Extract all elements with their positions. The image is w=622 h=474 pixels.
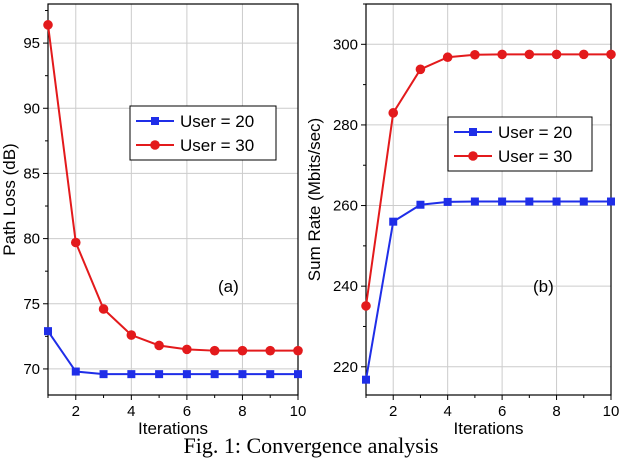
data-point (524, 49, 535, 60)
data-point (127, 370, 136, 379)
data-point (44, 327, 52, 336)
data-point (579, 197, 588, 206)
series-user-30 (361, 49, 616, 311)
plot-frame (365, 3, 612, 396)
data-point (415, 64, 426, 75)
y-tick-label: 300 (333, 36, 358, 53)
panel-label: (a) (218, 277, 239, 296)
legend-box (447, 116, 593, 172)
panel-label: (b) (533, 277, 554, 296)
data-point (416, 200, 425, 209)
series-line (47, 24, 298, 352)
x-tick-label: 8 (552, 403, 560, 420)
y-axis-title: Sum Rate (Mbits/sec) (305, 118, 324, 281)
data-point (552, 197, 561, 206)
x-tick-label: 2 (389, 403, 397, 420)
series-user-20 (362, 197, 615, 384)
data-point (389, 217, 398, 226)
x-tick-label: 10 (603, 403, 620, 420)
data-point (497, 49, 507, 60)
data-point (525, 197, 534, 206)
x-axis-title: Iterations (454, 419, 524, 438)
data-point (265, 345, 276, 356)
y-tick-label: 75 (23, 296, 40, 313)
x-tick-label: 8 (238, 403, 246, 420)
data-point (498, 197, 507, 206)
data-point (266, 370, 275, 379)
data-point (578, 49, 589, 60)
data-point (294, 370, 302, 379)
data-point (210, 370, 219, 379)
data-point (126, 330, 137, 340)
data-point (70, 237, 81, 248)
series-line (365, 200, 611, 380)
data-point (155, 370, 164, 379)
data-point (99, 370, 108, 379)
legend-label: User = 20 (498, 123, 572, 142)
data-point (43, 20, 53, 30)
legend-marker (469, 128, 477, 136)
data-point (209, 345, 220, 356)
series-line (47, 330, 298, 376)
y-tick-label: 90 (23, 100, 40, 117)
data-point (606, 49, 616, 60)
x-axis-title: Iterations (138, 419, 208, 438)
data-point (182, 370, 191, 379)
legend-label: User = 30 (180, 136, 254, 155)
data-point (442, 52, 453, 63)
data-point (362, 375, 370, 384)
y-tick-label: 260 (333, 198, 358, 215)
legend-marker (151, 117, 159, 125)
data-point (607, 197, 615, 206)
data-point (182, 344, 192, 355)
legend-box (129, 105, 277, 161)
data-point (293, 345, 303, 356)
y-tick-label: 240 (333, 278, 358, 295)
legend-label: User = 30 (498, 147, 572, 166)
x-tick-label: 4 (443, 403, 451, 420)
data-point (238, 370, 247, 379)
y-tick-label: 80 (23, 231, 40, 248)
data-point (71, 367, 80, 376)
legend-marker (150, 140, 160, 150)
data-point (443, 197, 452, 206)
series-user-30 (43, 20, 303, 356)
x-tick-label: 2 (72, 403, 80, 420)
legend-marker (468, 151, 478, 161)
data-point (361, 301, 371, 311)
y-axis-title: Path Loss (dB) (0, 143, 19, 255)
legend: User = 20 User = 30 (447, 116, 593, 172)
data-point (470, 49, 480, 60)
y-tick-label: 70 (23, 361, 40, 378)
data-point (98, 304, 109, 314)
data-point (388, 108, 399, 118)
y-tick-label: 280 (333, 117, 358, 134)
data-point (470, 197, 479, 206)
plot-frame (47, 3, 299, 396)
y-tick-label: 85 (23, 165, 40, 182)
figure-caption: Fig. 1: Convergence analysis (183, 433, 439, 458)
x-tick-label: 6 (498, 403, 506, 420)
x-tick-label: 4 (127, 403, 135, 420)
y-tick-label: 95 (23, 35, 40, 52)
data-point (154, 340, 164, 351)
series-line (365, 53, 611, 307)
y-tick-label: 220 (333, 359, 358, 376)
panel-a: 2 4 6 8 10 70 75 80 85 90 95 Iterations Path Loss (d… (0, 3, 307, 438)
x-tick-label: 10 (290, 403, 307, 420)
panel-b: 2 4 6 8 10 220 240 260 280 300 Iterations Sum Rate … (305, 3, 620, 438)
x-tick-label: 6 (183, 403, 191, 420)
data-point (551, 49, 562, 60)
legend-label: User = 20 (180, 112, 254, 131)
series-user-20 (44, 327, 302, 379)
data-point (237, 345, 248, 356)
legend: User = 20 User = 30 (129, 105, 277, 161)
